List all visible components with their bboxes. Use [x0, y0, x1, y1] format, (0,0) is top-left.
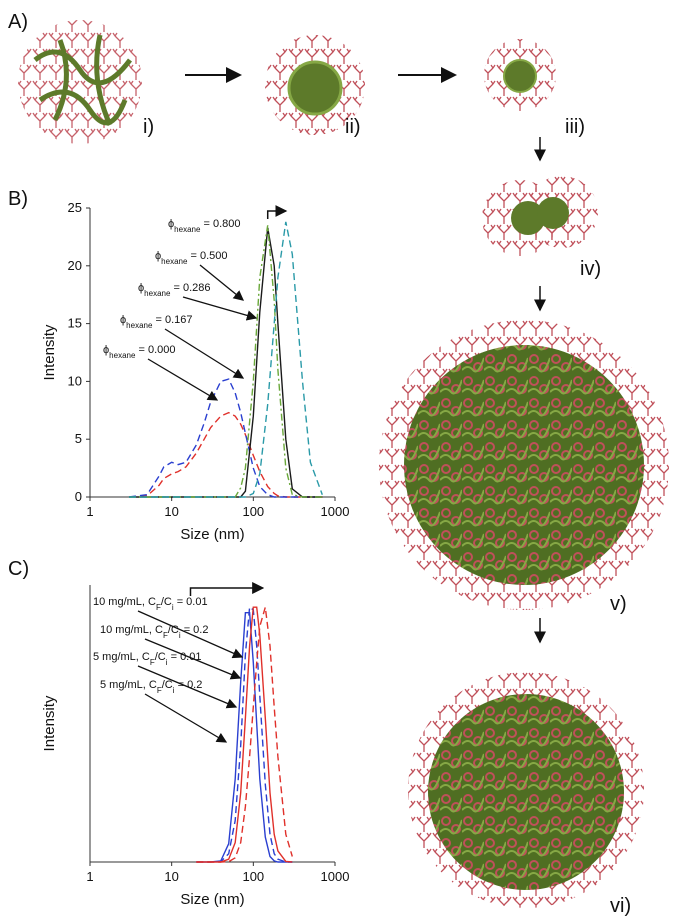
annotation-arrow — [199, 264, 245, 301]
annotation-part: /C — [162, 679, 173, 691]
annotation-arrow — [164, 328, 245, 379]
annotation-part: = 0.500 — [187, 250, 227, 262]
stage-label: i) — [143, 116, 154, 138]
annotation-part: = 0.01 — [174, 596, 208, 608]
x-tick-label: 1 — [86, 504, 93, 519]
annotation: 10 mg/mL, CF/Ci = 0.01 — [93, 596, 208, 612]
annotation-arrow — [144, 638, 242, 680]
x-axis-label: Size (nm) — [180, 526, 244, 543]
series-line — [196, 612, 293, 863]
annotation: 5 mg/mL, CF/Ci = 0.2 — [100, 679, 202, 695]
y-tick-label: 15 — [68, 316, 82, 331]
annotation-arrow — [182, 296, 258, 321]
annotation-part: hexane — [126, 321, 153, 330]
annotation: ϕhexane = 0.500 — [155, 250, 228, 266]
annotation-part: F — [150, 658, 155, 667]
annotation: ϕhexane = 0.000 — [103, 344, 176, 360]
annotation-part: = 0.800 — [200, 218, 240, 230]
annotation-part: hexane — [109, 351, 136, 360]
series-line — [196, 606, 293, 863]
y-axis-label: Intensity — [41, 695, 58, 751]
schematic — [18, 20, 669, 908]
annotation-part: 5 mg/mL, C — [93, 651, 150, 663]
annotation-arrow — [137, 665, 238, 709]
annotation-part: F — [163, 631, 168, 640]
stage-label: vi) — [610, 895, 631, 917]
x-tick-label: 100 — [242, 869, 264, 884]
stage-label: ii) — [345, 116, 361, 138]
x-tick-label: 1000 — [321, 504, 350, 519]
annotation-part: /C — [168, 624, 179, 636]
x-axis-label: Size (nm) — [180, 891, 244, 908]
y-tick-label: 25 — [68, 200, 82, 215]
x-tick-label: 10 — [164, 504, 178, 519]
x-tick-label: 1000 — [321, 869, 350, 884]
annotation: ϕhexane = 0.167 — [120, 314, 193, 330]
annotation-part: hexane — [174, 225, 201, 234]
annotation-arrow — [137, 610, 244, 659]
annotation-part: ϕ — [168, 218, 174, 230]
stage-label: iv) — [580, 258, 601, 280]
annotation-part: F — [156, 603, 161, 612]
y-tick-label: 5 — [75, 431, 82, 446]
annotation: ϕhexane = 0.286 — [138, 282, 211, 298]
annotation-part: hexane — [144, 289, 171, 298]
annotation-part: = 0.286 — [170, 282, 210, 294]
annotation-part: 10 mg/mL, C — [93, 596, 156, 608]
annotation: 10 mg/mL, CF/Ci = 0.2 — [100, 624, 208, 640]
annotation-part: F — [157, 686, 162, 695]
series-line — [129, 225, 323, 498]
annotation-part: 10 mg/mL, C — [100, 624, 163, 636]
annotation-part: hexane — [161, 257, 188, 266]
panel-label: B) — [8, 188, 28, 210]
annotation-arrow — [144, 693, 228, 743]
bracket — [266, 205, 288, 219]
annotation-part: i — [179, 631, 181, 640]
y-tick-label: 10 — [68, 373, 82, 388]
annotation-part: = 0.000 — [135, 344, 175, 356]
series-line — [196, 607, 293, 863]
annotation-part: ϕ — [120, 314, 126, 326]
stage-label: v) — [610, 593, 627, 615]
annotation-part: i — [173, 686, 175, 695]
annotation-part: i — [166, 658, 168, 667]
annotation-part: ϕ — [138, 282, 144, 294]
y-tick-label: 0 — [75, 489, 82, 504]
panel-label: A) — [8, 11, 28, 33]
series-line — [128, 378, 323, 498]
annotation-part: = 0.2 — [181, 624, 209, 636]
annotation-part: ϕ — [155, 250, 161, 262]
bracket — [189, 582, 265, 596]
annotation: ϕhexane = 0.800 — [168, 218, 241, 234]
x-tick-label: 100 — [242, 504, 264, 519]
annotation-part: = 0.167 — [152, 314, 192, 326]
x-tick-label: 1 — [86, 869, 93, 884]
annotation-part: /C — [155, 651, 166, 663]
stage-label: iii) — [565, 116, 585, 138]
y-tick-label: 20 — [68, 258, 82, 273]
series-line — [129, 221, 323, 498]
series-line — [128, 411, 323, 498]
annotation: 5 mg/mL, CF/Ci = 0.01 — [93, 651, 201, 667]
annotation-part: ϕ — [103, 344, 109, 356]
annotation-part: 5 mg/mL, C — [100, 679, 157, 691]
annotation-part: i — [172, 603, 174, 612]
x-tick-label: 10 — [164, 869, 178, 884]
annotation-part: = 0.2 — [175, 679, 203, 691]
annotation-part: /C — [161, 596, 172, 608]
annotation-part: = 0.01 — [168, 651, 202, 663]
annotation-arrow — [147, 358, 219, 401]
y-axis-label: Intensity — [41, 324, 58, 380]
panel-label: C) — [8, 558, 29, 580]
